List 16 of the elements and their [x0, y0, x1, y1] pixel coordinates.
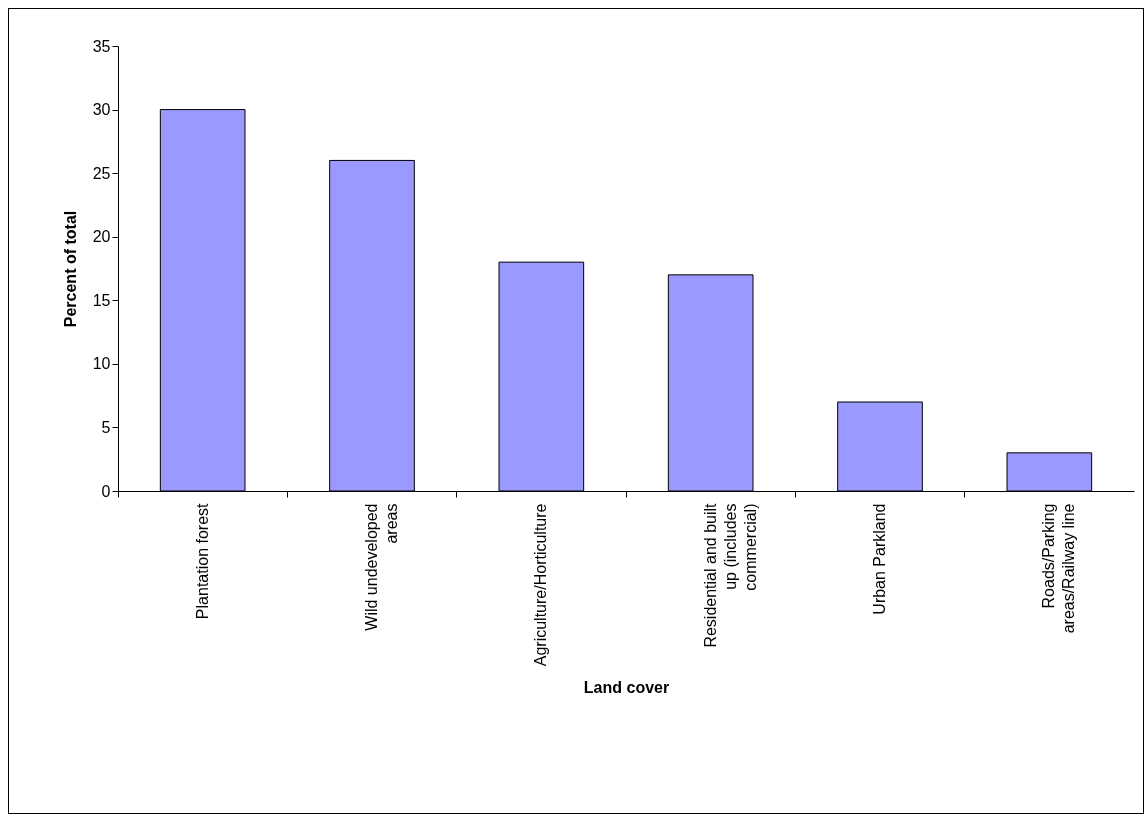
x-tick-label: Roads/Parking areas/Railway line [1040, 503, 1078, 634]
y-tick-label: 25 [92, 164, 111, 182]
y-tick-label: 35 [92, 37, 111, 55]
y-tick-label: 20 [92, 228, 111, 246]
y-tick-label: 15 [92, 291, 111, 309]
y-tick-label: 30 [92, 101, 111, 119]
x-tick-label: Wild undeveloped areas [363, 503, 400, 631]
y-tick-label: 5 [101, 418, 111, 436]
x-tick-label: Agriculture/Horticulture [532, 503, 550, 667]
y-tick-label: 0 [101, 482, 111, 500]
x-tick-label: Residential and built up (includes commercial) [701, 502, 759, 648]
x-tick-label: Urban Parkland [871, 503, 888, 615]
x-axis-title: Land cover [583, 679, 670, 697]
y-axis-title: Percent of total [61, 210, 79, 328]
x-tick-label: Plantation forest [193, 502, 211, 620]
y-tick-label: 10 [92, 355, 111, 373]
